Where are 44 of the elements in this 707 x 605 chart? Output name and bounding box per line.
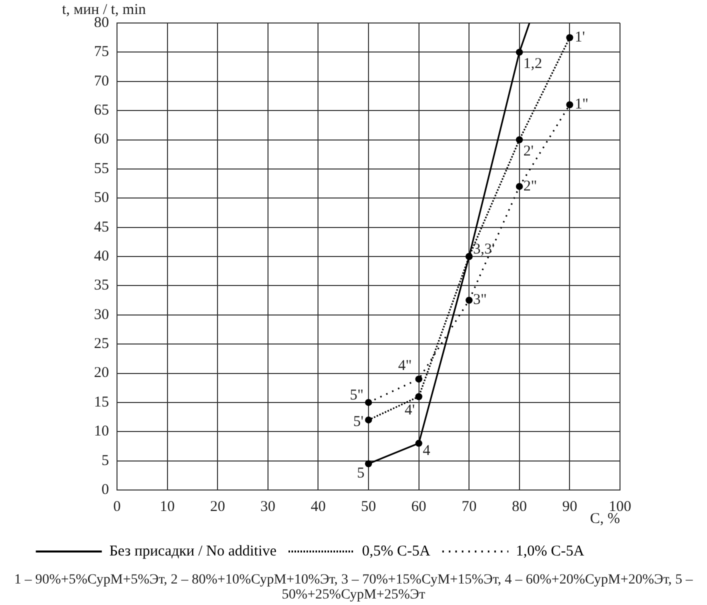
annotation: 4 [422, 443, 431, 460]
annotation: 5' [353, 414, 364, 430]
annotation: 2" [523, 178, 538, 194]
x-tick-label: 50 [361, 498, 376, 515]
y-tick-label: 25 [94, 336, 109, 352]
y-tick-label: 15 [94, 394, 109, 410]
x-tick-label: 10 [160, 498, 175, 515]
annotation: 5" [350, 387, 364, 404]
legend-label: 1,0% С-5А [516, 543, 584, 560]
y-tick-label: 10 [94, 424, 109, 440]
legend-label: Без присадки / No additive [109, 543, 277, 560]
text: 1 – 90%+5%СурМ+5%Эт, 2 – 80%+10%СурМ+10%Эт, 3 – 70%+15%СуМ+15%Эт, 4 – 60%+20%СурМ+20%Эт, 5 – 50%+25%СурМ+25%Эт [14, 572, 694, 603]
annotation: 1' [574, 30, 586, 46]
annotation: 5 [357, 466, 364, 482]
annotation: 3" [473, 292, 487, 308]
y-tick-label: 40 [94, 248, 109, 264]
y-tick-label: 50 [94, 190, 109, 206]
y-tick-label: 0 [102, 482, 109, 498]
x-tick-label: 30 [260, 498, 276, 515]
y-tick-label: 5 [102, 452, 109, 469]
x-tick-label: 70 [462, 498, 477, 515]
x-tick-label: 80 [512, 498, 527, 515]
y-tick-label: 60 [94, 132, 109, 148]
x-axis-title: C, % [590, 510, 620, 527]
annotation: 3,3' [473, 241, 495, 258]
x-tick-label: 40 [310, 498, 326, 515]
x-tick-label: 90 [562, 498, 578, 515]
annotation: 4' [404, 402, 416, 419]
y-tick-label: 65 [94, 102, 109, 118]
annotation: 1" [574, 96, 588, 113]
y-tick-label: 55 [94, 160, 109, 177]
x-tick-label: 20 [210, 498, 226, 515]
legend-label: 0,5% С-5А [362, 543, 431, 560]
annotation: 4" [398, 358, 412, 374]
y-tick-label: 75 [94, 44, 109, 60]
y-tick-label: 20 [94, 365, 109, 382]
y-tick-label: 70 [94, 73, 109, 90]
y-tick-label: 30 [94, 306, 109, 323]
y-tick-label: 35 [94, 278, 109, 294]
annotation: 2' [523, 144, 534, 160]
annotation: 1,2 [523, 56, 542, 72]
y-tick-label: 45 [94, 219, 109, 236]
x-tick-label: 0 [113, 498, 121, 515]
x-tick-label: 60 [411, 498, 426, 515]
